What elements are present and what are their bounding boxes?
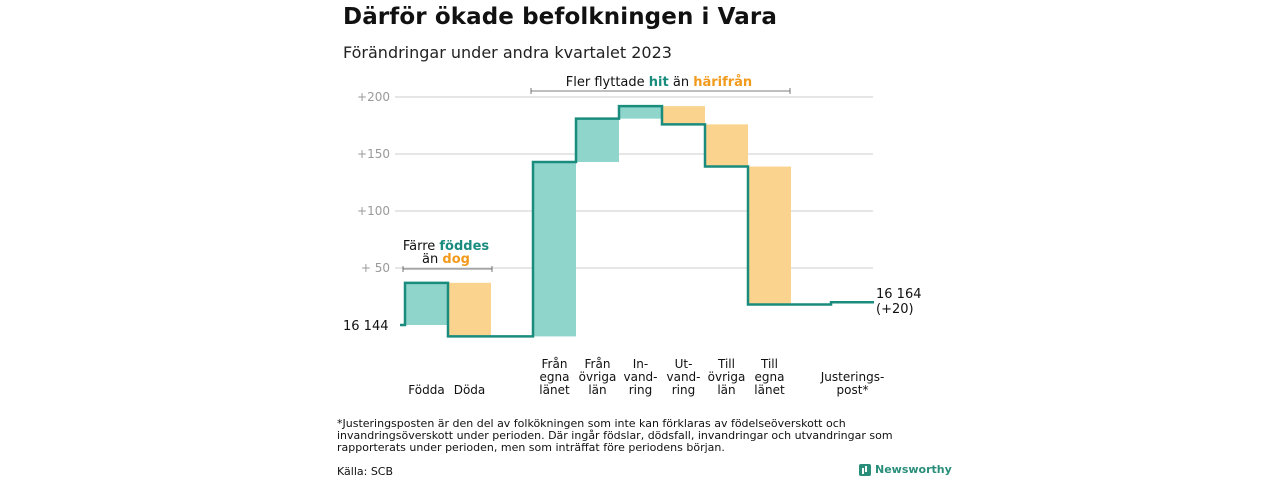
end-value-label: 16 164 — [876, 287, 922, 302]
annotation-text: än — [422, 252, 442, 267]
brand-name: Newsworthy — [875, 463, 952, 476]
source-label: Källa: SCB — [337, 465, 394, 478]
category-label: egna — [755, 370, 785, 384]
y-tick-label: +150 — [357, 147, 390, 161]
category-label: Födda — [408, 383, 444, 397]
births-annotation: än dog — [422, 252, 470, 267]
category-label: Till — [760, 357, 778, 371]
y-tick-label: + 50 — [361, 261, 390, 275]
category-label: Från — [585, 357, 611, 371]
annotation-text: än — [669, 75, 693, 90]
annotation-highlight-born: föddes — [439, 239, 489, 254]
waterfall-bar — [576, 118, 619, 162]
waterfall-bar — [662, 106, 705, 125]
category-label: länet — [754, 383, 785, 397]
y-tick-label: +200 — [357, 90, 390, 104]
chart-subtitle: Förändringar under andra kvartalet 2023 — [343, 43, 672, 62]
annotation-highlight-out: härifrån — [693, 75, 752, 90]
category-label: län — [717, 383, 735, 397]
newsworthy-icon — [859, 463, 871, 476]
y-tick-label: +100 — [357, 204, 390, 218]
category-label: länet — [539, 383, 570, 397]
category-label: Ut- — [675, 357, 693, 371]
category-label: In- — [633, 357, 648, 371]
footnote: *Justeringsposten är den del av folkökni… — [337, 417, 893, 454]
category-label: Justerings- — [820, 370, 885, 384]
waterfall-bar — [748, 166, 791, 305]
annotation-highlight-died: dog — [442, 252, 470, 267]
category-label: övriga — [708, 370, 746, 384]
category-label: Till — [717, 357, 735, 371]
category-label: post* — [837, 383, 869, 397]
waterfall-bar — [533, 161, 576, 337]
category-label: ring — [672, 383, 696, 397]
waterfall-bar — [619, 106, 662, 119]
chart-title: Därför ökade befolkningen i Vara — [343, 4, 777, 30]
waterfall-bar — [448, 282, 491, 337]
start-value-label: 16 144 — [343, 319, 389, 334]
category-label: Döda — [454, 383, 486, 397]
annotation-text: Färre — [403, 239, 440, 254]
category-label: övriga — [579, 370, 617, 384]
waterfall-bar — [405, 282, 448, 325]
annotation-highlight-in: hit — [649, 75, 669, 90]
annotation-text: Fler flyttade — [566, 75, 649, 90]
brand-logo: Newsworthy — [859, 463, 952, 476]
category-label: län — [588, 383, 606, 397]
category-label: Från — [542, 357, 568, 371]
waterfall-bar — [705, 124, 748, 167]
cumulative-step-line — [400, 104, 874, 338]
category-label: vand- — [623, 370, 657, 384]
category-label: egna — [540, 370, 570, 384]
category-label: vand- — [666, 370, 700, 384]
category-label: ring — [629, 383, 653, 397]
migration-annotation: Fler flyttade hit än härifrån — [566, 75, 752, 90]
end-change-label: (+20) — [876, 302, 914, 317]
births-annotation: Färre föddes — [403, 239, 490, 254]
